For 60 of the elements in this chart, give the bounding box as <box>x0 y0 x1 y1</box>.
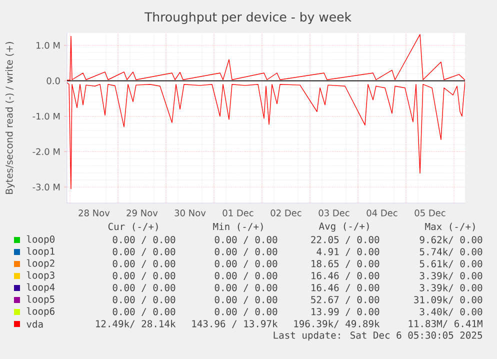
text: 5.61k/ 0.00 <box>420 260 482 268</box>
text: 18.65 / 0.00 <box>312 260 380 268</box>
text: 3.39k/ 0.00 <box>420 284 482 292</box>
text: 4.91 / 0.00 <box>316 248 380 256</box>
y-tick-label: 0.0 <box>46 77 60 84</box>
text: 0.00 / 0.00 <box>214 272 278 280</box>
text: 16.46 / 0.00 <box>312 284 380 292</box>
text: Avg (-/+) <box>318 222 369 232</box>
text: 0.00 / 0.00 <box>112 284 176 292</box>
text: Min (-/+) <box>213 222 263 232</box>
text: 196.39k/ 49.89k <box>294 320 380 328</box>
x-tick-label: 29 Nov <box>126 210 158 216</box>
text: 11.83M/ 6.41M <box>408 320 482 328</box>
text: Max (-/+) <box>425 222 475 232</box>
text: 0.00 / 0.00 <box>112 260 176 268</box>
legend-label: loop3 <box>26 271 54 281</box>
text: 3.40k/ 0.00 <box>420 308 482 316</box>
text: 0.00 / 0.00 <box>112 236 176 244</box>
chart-title: Throughput per device - by week <box>144 12 352 24</box>
text: 5.74k/ 0.00 <box>420 248 482 256</box>
text: 0.00 / 0.00 <box>112 308 176 316</box>
text: 0.00 / 0.00 <box>112 296 176 304</box>
legend-label: loop4 <box>26 283 55 293</box>
y-axis-title: Bytes/second read (-) / write (+) <box>5 42 15 194</box>
text: 0.00 / 0.00 <box>214 260 278 268</box>
text: 12.49k/ 28.14k <box>96 320 176 328</box>
text: 0.00 / 0.00 <box>214 296 278 304</box>
text: 0.00 / 0.00 <box>214 308 278 316</box>
text: 0.00 / 0.00 <box>112 272 176 280</box>
x-tick-label: 28 Nov <box>78 210 110 216</box>
x-tick-label: 30 Nov <box>174 210 206 216</box>
text: 3.39k/ 0.00 <box>420 272 482 280</box>
text: Last update: Sat Dec 6 05:30:05 2025 <box>274 331 482 341</box>
x-tick-label: 04 Dec <box>366 210 398 216</box>
x-tick-label: 02 Dec <box>270 210 302 216</box>
legend-label: loop2 <box>26 259 54 269</box>
text: 9.62k/ 0.00 <box>420 236 482 244</box>
legend-label: vda <box>26 320 43 328</box>
text: 0.00 / 0.00 <box>214 284 278 292</box>
x-tick-label: 05 Dec <box>414 210 446 216</box>
legend-label: loop1 <box>26 247 54 257</box>
text: 52.67 / 0.00 <box>311 296 380 304</box>
y-tick-label: 1.0 M <box>36 42 60 49</box>
y-tick-label: -3.0 M <box>32 184 60 190</box>
text: 16.46 / 0.00 <box>312 272 380 280</box>
x-tick-label: 01 Dec <box>222 210 254 216</box>
text: Cur (-/+) <box>108 222 158 232</box>
legend-label: loop6 <box>26 307 54 317</box>
text: 13.99 / 0.00 <box>312 308 380 316</box>
y-tick-label: -1.0 M <box>32 112 60 120</box>
text: 0.00 / 0.00 <box>112 248 176 256</box>
text: 0.00 / 0.00 <box>214 248 278 256</box>
legend-label: loop0 <box>26 235 54 245</box>
text: 0.00 / 0.00 <box>214 236 278 244</box>
text: 31.09k/ 0.00 <box>414 296 482 304</box>
y-tick-label: -2.0 M <box>32 148 60 156</box>
text: 143.96 / 13.97k <box>192 320 278 328</box>
text: 22.05 / 0.00 <box>311 236 380 244</box>
x-tick-label: 03 Dec <box>318 210 350 216</box>
legend-label: loop5 <box>26 295 54 305</box>
